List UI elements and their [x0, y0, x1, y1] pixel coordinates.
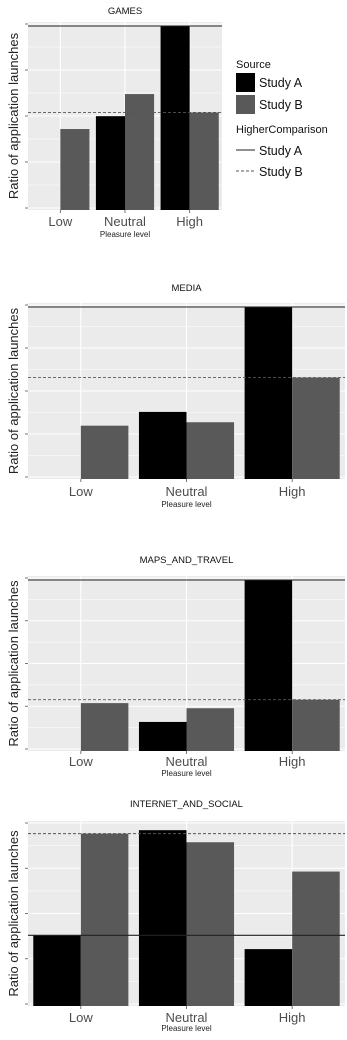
- x-tick-label: Low: [48, 214, 72, 229]
- x-axis-label: Pleasure level: [161, 500, 211, 509]
- bar-study-b-high: [292, 699, 340, 751]
- chart-panel-media: Low Neutral High Pleasure level MEDIA Ratio o…: [0, 278, 347, 523]
- bar-study-b-neutral: [186, 708, 235, 751]
- bar-study-a-high: [160, 26, 190, 210]
- x-tick-label: High: [279, 754, 306, 769]
- chart-title: MEDIA: [171, 283, 202, 294]
- bar-study-b-low: [80, 833, 129, 1006]
- chart-internet-and-social: Low Neutral High Pleasure level INTERNET_AND…: [6, 799, 345, 1033]
- chart-title: GAMES: [108, 6, 142, 17]
- y-axis-label: Ratio of application launches: [6, 32, 21, 199]
- bar-study-b-low: [80, 425, 129, 479]
- x-tick-label: High: [279, 1010, 306, 1025]
- y-axis-label: Ratio of application launches: [6, 830, 21, 997]
- chart-games: Low Neutral High Pleasure level GAMES Ratio o…: [6, 6, 328, 239]
- legend-key-study-a: [236, 73, 255, 92]
- chart-title: MAPS_AND_TRAVEL: [140, 555, 234, 566]
- chart-panel-internet-and-social: Low Neutral High Pleasure level INTERNET_AND…: [0, 796, 347, 1040]
- bar-study-b-neutral: [186, 422, 235, 479]
- x-tick-label: Neutral: [166, 1010, 208, 1025]
- x-tick-label: Neutral: [166, 754, 208, 769]
- legend-title-source: Source: [236, 59, 271, 71]
- chart-title: INTERNET_AND_SOCIAL: [130, 799, 243, 810]
- x-tick-label: Low: [69, 484, 93, 499]
- y-axis-label: Ratio of application launches: [6, 307, 21, 474]
- x-tick-label: Low: [69, 754, 93, 769]
- x-axis-label: Pleasure level: [100, 230, 150, 239]
- bar-study-b-high: [189, 112, 219, 210]
- bar-study-b-high: [292, 871, 340, 1006]
- bar-study-b-high: [292, 377, 340, 479]
- x-tick-label: High: [176, 214, 203, 229]
- x-tick-label: Low: [69, 1010, 93, 1025]
- bar-study-a-low: [33, 935, 81, 1006]
- bar-study-a-high: [244, 949, 293, 1006]
- bar-study-a-neutral: [138, 411, 187, 479]
- bar-study-b-low: [60, 129, 90, 210]
- x-tick-label: Neutral: [166, 484, 208, 499]
- x-axis-label: Pleasure level: [161, 1024, 211, 1033]
- chart-maps-and-travel: Low Neutral High Pleasure level MAPS_AND_TRA…: [6, 555, 345, 778]
- bar-study-a-neutral: [95, 116, 125, 210]
- legend-label: Study B: [259, 165, 303, 179]
- bar-study-a-high: [244, 580, 293, 751]
- bar-study-a-high: [244, 307, 293, 479]
- bar-study-b-neutral: [186, 842, 235, 1006]
- bar-study-a-neutral: [138, 721, 187, 751]
- chart-media: Low Neutral High Pleasure level MEDIA Ratio o…: [6, 283, 345, 509]
- legend-key-study-b: [236, 95, 255, 114]
- legend-label: Study A: [259, 76, 303, 90]
- x-tick-label: High: [279, 484, 306, 499]
- legend-label: Study B: [259, 98, 303, 112]
- x-axis-label: Pleasure level: [161, 769, 211, 778]
- chart-panel-maps-and-travel: Low Neutral High Pleasure level MAPS_AND_TRA…: [0, 550, 347, 795]
- y-axis-label: Ratio of application launches: [6, 580, 21, 747]
- x-tick-label: Neutral: [104, 214, 146, 229]
- legend-label: Study A: [259, 144, 303, 158]
- chart-panel-games: Low Neutral High Pleasure level GAMES Ratio o…: [0, 0, 347, 245]
- legend-title-higher-comparison: HigherComparison: [236, 124, 328, 136]
- bar-study-b-neutral: [125, 94, 155, 210]
- bar-study-a-neutral: [138, 830, 187, 1006]
- bar-study-b-low: [80, 703, 129, 751]
